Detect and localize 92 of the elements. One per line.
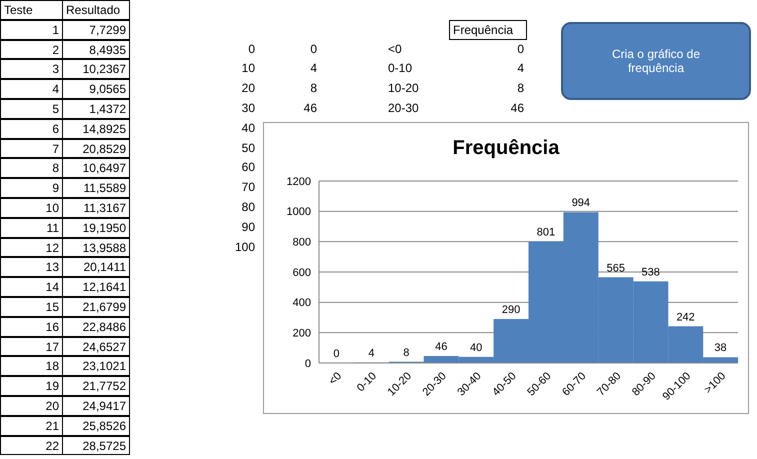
text: 80 xyxy=(240,199,256,216)
text: 100 xyxy=(234,238,256,256)
data-label: 38 xyxy=(714,342,727,354)
text: 10-20 xyxy=(387,80,420,98)
text: 8 xyxy=(516,80,525,98)
x-tick-label: <0 xyxy=(326,370,344,388)
text: 19,1950 xyxy=(62,218,130,238)
text: 24,9417 xyxy=(62,396,130,416)
data-label: 538 xyxy=(642,266,660,278)
text: 20,1411 xyxy=(62,257,130,278)
data-label: 801 xyxy=(536,226,556,239)
text: 4 xyxy=(0,79,63,99)
y-tick-label: 600 xyxy=(292,266,311,279)
text: 20 xyxy=(240,80,256,98)
text: Frequência xyxy=(449,20,527,40)
y-tick-label: 400 xyxy=(292,297,311,310)
text: 20 xyxy=(0,396,63,416)
text: 8 xyxy=(0,158,63,178)
data-label: 242 xyxy=(676,311,695,324)
text: 7 xyxy=(0,138,63,158)
text: 1 xyxy=(0,20,63,40)
text: 4 xyxy=(309,60,318,78)
data-label: 46 xyxy=(435,341,448,354)
text: 16 xyxy=(0,316,63,337)
x-tick-label: 0-10 xyxy=(354,370,380,394)
text: 17 xyxy=(0,336,63,356)
text: 24,6527 xyxy=(62,336,130,356)
text: 13 xyxy=(0,257,63,278)
text: 40 xyxy=(240,120,256,137)
text: 12 xyxy=(0,238,63,258)
text: 9,0565 xyxy=(62,79,130,99)
text: 15 xyxy=(0,297,63,317)
text: 28,5725 xyxy=(62,436,130,456)
text: 23,1021 xyxy=(62,356,130,376)
text: 30 xyxy=(240,100,256,117)
y-tick-label: 1000 xyxy=(286,206,311,218)
text: 25,8526 xyxy=(62,416,130,436)
text: 21,7752 xyxy=(62,376,130,396)
text: 21,6799 xyxy=(62,297,130,317)
text: 50 xyxy=(240,140,256,157)
text: 90 xyxy=(240,218,256,236)
text: 2 xyxy=(0,40,63,60)
text: Resultado xyxy=(62,0,130,20)
text: 10,2367 xyxy=(62,59,130,80)
text: 46 xyxy=(510,100,525,117)
text: 6 xyxy=(0,118,63,139)
text: 11,5589 xyxy=(62,178,130,198)
text: 14 xyxy=(0,277,63,297)
text: 11,3167 xyxy=(62,198,130,218)
text: 3 xyxy=(0,59,63,80)
text: Cria o gráfico de frequência xyxy=(561,22,751,100)
y-tick-label: 0 xyxy=(304,358,311,370)
text: 10,6497 xyxy=(62,158,130,178)
text: 8 xyxy=(309,80,318,98)
text: 10 xyxy=(240,60,256,78)
data-label: 40 xyxy=(470,342,482,354)
y-tick-label: 1200 xyxy=(286,176,311,188)
text: 60 xyxy=(240,159,256,176)
text: 13,9588 xyxy=(62,238,130,258)
text: 20,8529 xyxy=(62,138,130,158)
text: 21 xyxy=(0,416,63,436)
text: 18 xyxy=(0,356,63,376)
y-tick-label: 800 xyxy=(292,236,311,249)
data-label: 8 xyxy=(403,346,410,359)
text: <0 xyxy=(387,40,403,58)
text: 46 xyxy=(302,100,318,117)
text: 9 xyxy=(0,178,63,198)
data-label: 565 xyxy=(606,262,625,274)
text: 10 xyxy=(0,198,63,218)
text: 5 xyxy=(0,99,63,119)
text: 19 xyxy=(0,376,63,396)
text: 20-30 xyxy=(387,100,420,117)
data-label: 290 xyxy=(502,304,520,316)
data-label: 0 xyxy=(333,348,340,360)
chart-title: Frequência xyxy=(452,137,560,160)
text: 7,7299 xyxy=(62,20,130,40)
text: 0 xyxy=(516,40,525,58)
text: 12,1641 xyxy=(62,277,130,297)
y-tick-label: 200 xyxy=(292,328,311,340)
data-label: 994 xyxy=(572,197,590,210)
text: 14,8925 xyxy=(62,118,130,139)
text: 0-10 xyxy=(387,60,414,78)
data-label: 4 xyxy=(368,347,374,360)
text: 4 xyxy=(516,60,525,78)
text: 11 xyxy=(0,218,63,238)
text: 70 xyxy=(240,179,256,196)
text: 0 xyxy=(247,40,256,58)
text: 22,8486 xyxy=(62,316,130,337)
text: Teste xyxy=(0,0,63,20)
text: 1,4372 xyxy=(62,99,130,119)
text: 22 xyxy=(0,436,63,456)
text: 8,4935 xyxy=(62,40,130,60)
